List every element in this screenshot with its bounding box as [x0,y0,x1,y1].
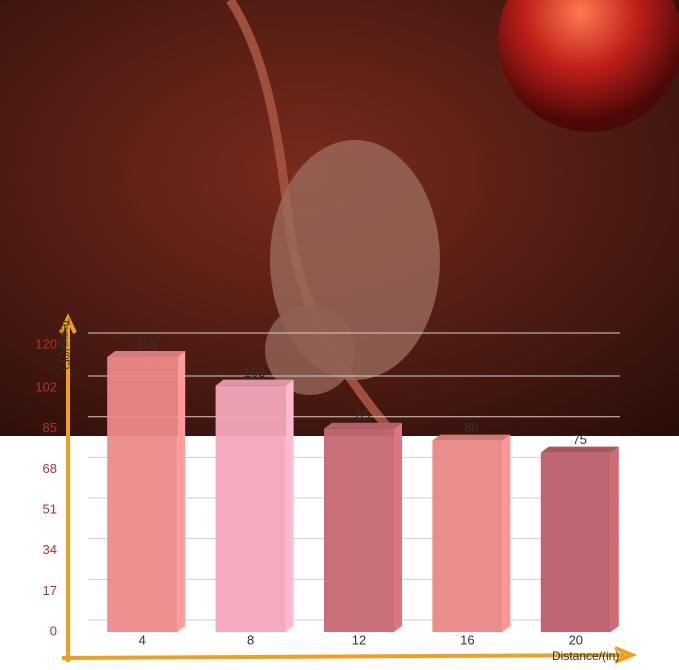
bar [107,356,178,632]
value-label: 85 [356,408,370,423]
y-tick-label: 68 [43,461,57,476]
bar-top [215,379,294,386]
y-tick-label: 120 [35,336,57,351]
y-tick-label: 102 [35,379,57,394]
y-tick-label: 85 [43,420,57,435]
heat-bulb [498,0,679,132]
bar-top [432,434,511,441]
x-axis-label: Distance/(in) [552,649,619,663]
bar-top [324,422,402,429]
x-tick-label: 12 [352,632,366,647]
bar [324,428,394,632]
value-label: 103 [244,365,266,380]
bar [432,440,503,632]
x-tick-label: 8 [247,632,254,647]
bar [540,452,611,632]
bar [215,385,286,632]
bar-side [502,434,511,632]
y-tick-label: 0 [50,623,57,638]
bar-side [610,446,619,632]
x-axis [61,646,638,664]
y-axis-label: Temp/(ºF) [58,318,72,370]
y-tick-label: 51 [43,501,57,516]
bar-side [394,422,402,632]
y-tick-label: 34 [43,542,57,557]
x-tick-label: 20 [569,632,583,647]
bars: 115 103 85 80 75 [107,336,619,632]
x-tick-label: 16 [460,632,474,647]
bar-side [177,350,186,632]
value-label: 80 [464,420,478,435]
chameleon-tail [265,305,355,395]
bar-top [540,446,619,453]
y-tick-label: 17 [43,583,57,598]
value-label: 115 [136,336,157,351]
y-axis [59,313,77,662]
x-tick-label: 4 [139,632,146,647]
bar-side [285,379,294,632]
value-label: 75 [573,432,587,447]
bar-top [107,350,186,357]
